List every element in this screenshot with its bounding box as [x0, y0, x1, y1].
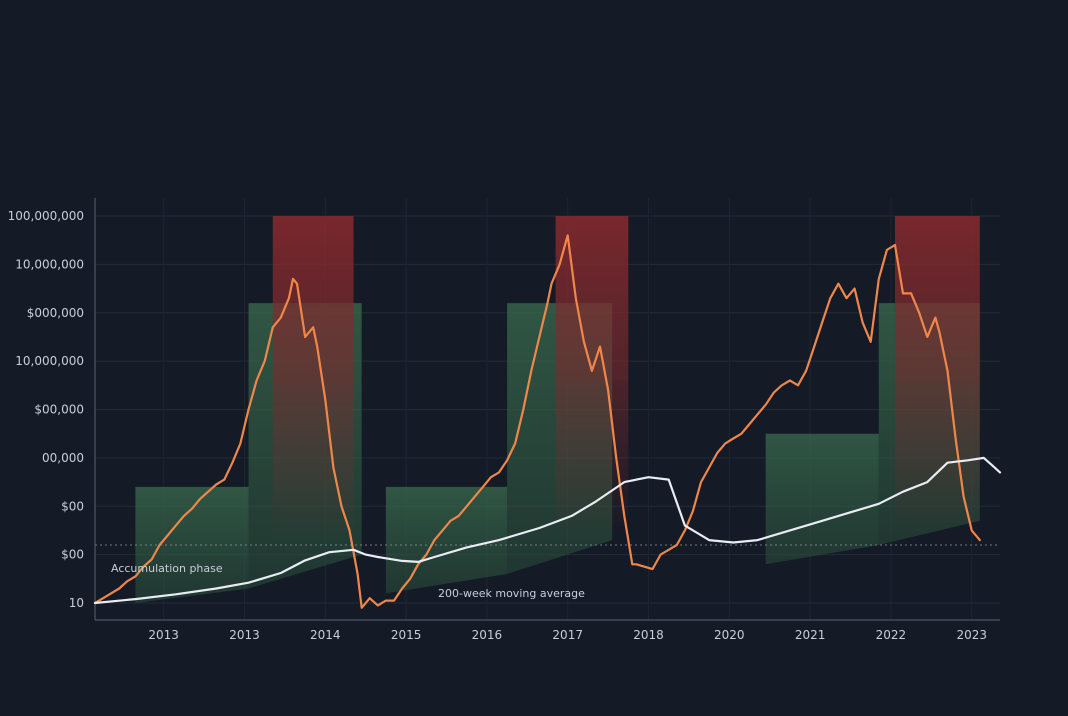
y-tick-label-6: $00: [61, 499, 84, 513]
y-tick-label-7: $00: [61, 548, 84, 562]
x-tick-label-0: 2013: [148, 628, 179, 642]
y-tick-label-2: $000,000: [27, 306, 84, 320]
y-tick-label-0: 100,000,000: [8, 209, 84, 223]
distribution-fade-1: [555, 380, 629, 536]
series: [93, 234, 1002, 609]
x-tick-label-7: 2020: [714, 628, 745, 642]
y-tick-label-1: 10,000,000: [15, 257, 84, 271]
annotation-moving-average: 200-week moving average: [438, 587, 585, 600]
x-tick-label-9: 2022: [876, 628, 907, 642]
axes: [94, 198, 1000, 621]
series-line-0: [93, 234, 981, 609]
x-tick-label-4: 2016: [472, 628, 503, 642]
x-tick-label-3: 2015: [391, 628, 422, 642]
distribution-zone-2: [894, 216, 980, 381]
x-tick-label-1: 2013: [229, 628, 260, 642]
y-tick-label-4: $00,000: [34, 403, 84, 417]
annotation-accumulation-phase: Accumulation phase: [111, 562, 223, 575]
y-tick-label-5: 00,000: [42, 451, 84, 465]
x-tick-label-2: 2014: [310, 628, 341, 642]
accumulation-zone-4: [765, 433, 879, 565]
distribution-zone-0: [272, 216, 354, 386]
distribution-fade-0: [272, 385, 354, 541]
accumulation-zone-2: [385, 486, 508, 594]
y-tick-label-8: 10: [69, 596, 84, 610]
x-tick-labels: 2013 2013 2014 2015 2016 2017 2018 2020 2021 2022…: [148, 628, 987, 642]
x-tick-label-5: 2017: [552, 628, 583, 642]
annotations: Accumulation phase 200-week moving avera…: [111, 562, 585, 600]
x-tick-label-10: 2023: [956, 628, 987, 642]
series-line-1: [93, 456, 1002, 605]
y-tick-label-3: 10,000,000: [15, 354, 84, 368]
x-tick-label-8: 2021: [795, 628, 826, 642]
y-tick-labels: 100,000,000 10,000,000 $000,000 10,000,000 $…: [8, 209, 84, 610]
x-tick-label-6: 2018: [633, 628, 664, 642]
